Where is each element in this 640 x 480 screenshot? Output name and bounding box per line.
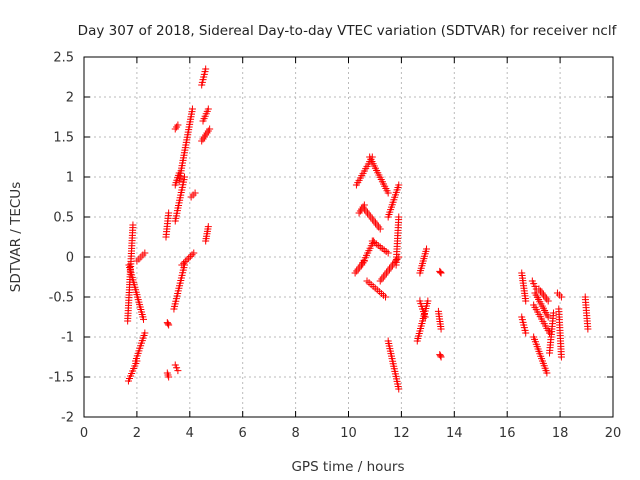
data-point (190, 249, 198, 257)
data-point (174, 121, 182, 129)
x-tick-label: 6 (239, 426, 247, 441)
data-point (423, 245, 431, 253)
x-tick-label: 12 (393, 426, 410, 441)
y-tick-label: 1.5 (53, 131, 74, 146)
data-point (544, 297, 552, 305)
data-point (204, 223, 212, 231)
y-axis-label: SDTVAR / TECUs (8, 182, 24, 292)
axis-ticks: 0 2 4 6 8 10 12 14 16 18 20 -2 -1.5 -1 -0.5 0 0.5 1 1.5 2 2.… (49, 51, 622, 442)
data-point (186, 252, 194, 260)
y-tick-label: -1 (61, 331, 74, 346)
data-point (436, 268, 444, 276)
data-point (421, 313, 429, 321)
data-point (436, 352, 444, 360)
data-point (165, 209, 173, 217)
data-point (188, 251, 196, 259)
chart-title: Day 307 of 2018, Sidereal Day-to-day VTE… (78, 23, 618, 39)
y-tick-label: -1.5 (49, 371, 74, 386)
data-point (522, 297, 530, 305)
data-point (191, 189, 199, 197)
data-point (557, 293, 565, 301)
data-point (174, 367, 182, 375)
x-tick-label: 2 (133, 426, 141, 441)
data-point (549, 309, 557, 317)
data-point (584, 325, 592, 333)
data-point (437, 325, 445, 333)
y-tick-label: 1 (66, 171, 74, 186)
data-point (140, 315, 148, 323)
data-point (437, 353, 445, 361)
data-point (382, 293, 390, 301)
data-point (178, 261, 186, 269)
data-point (437, 269, 445, 277)
x-tick-label: 4 (186, 426, 194, 441)
y-tick-label: 2.5 (53, 51, 74, 66)
data-point (557, 353, 565, 361)
data-point (181, 173, 189, 181)
data-point (164, 320, 172, 328)
data-point (129, 221, 137, 229)
data-point (165, 321, 173, 329)
x-tick-label: 18 (552, 426, 569, 441)
data-point (384, 249, 392, 257)
y-tick-label: 2 (66, 91, 74, 106)
data-point (202, 65, 210, 73)
data-point (424, 297, 432, 305)
y-tick-label: 0.5 (53, 211, 74, 226)
data-point (165, 373, 173, 381)
data-point (395, 385, 403, 393)
x-tick-label: 8 (291, 426, 299, 441)
data-point (183, 256, 191, 264)
data-point (384, 189, 392, 197)
data-point (436, 267, 444, 275)
data-point (376, 225, 384, 233)
x-tick-label: 20 (605, 426, 622, 441)
data-point (175, 169, 183, 177)
x-tick-label: 16 (499, 426, 516, 441)
data-point (181, 258, 189, 266)
data-point (188, 105, 196, 113)
data-point (141, 249, 149, 257)
y-tick-label: 0 (66, 251, 74, 266)
data-point (206, 125, 214, 133)
data-points (124, 65, 592, 393)
x-tick-label: 0 (80, 426, 88, 441)
data-point (522, 329, 530, 337)
data-point (185, 254, 193, 262)
x-tick-label: 10 (340, 426, 357, 441)
y-tick-label: -0.5 (49, 291, 74, 306)
data-point (395, 181, 403, 189)
x-tick-label: 14 (446, 426, 463, 441)
data-point (180, 259, 188, 267)
data-point (543, 369, 551, 377)
y-tick-label: -2 (61, 411, 74, 426)
data-point (204, 105, 212, 113)
data-point (141, 329, 149, 337)
x-axis-label: GPS time / hours (291, 459, 404, 475)
data-point (544, 313, 552, 321)
data-point (395, 213, 403, 221)
